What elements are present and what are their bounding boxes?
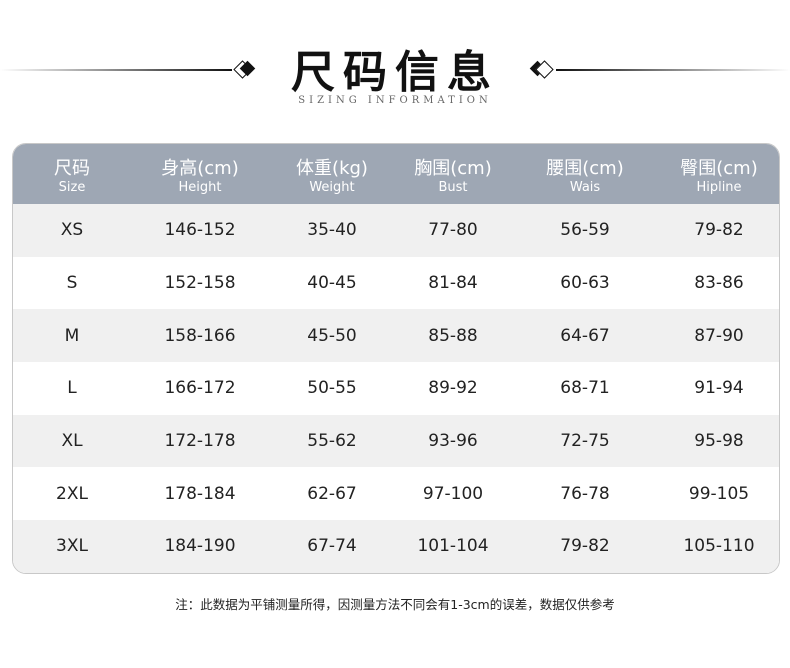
table-cell: 79-82 bbox=[560, 536, 610, 557]
column-header-zh: 体重(kg) bbox=[296, 157, 368, 179]
table-cell: 64-67 bbox=[560, 325, 610, 346]
table-cell: 50-55 bbox=[307, 378, 357, 399]
table-cell: 99-105 bbox=[688, 483, 750, 504]
table-row: M 158-166 45-50 85-88 64-67 87-90 bbox=[13, 309, 779, 363]
table-cell: 178-184 bbox=[164, 483, 236, 504]
table-cell: 146-152 bbox=[164, 220, 236, 241]
table-cell: XL bbox=[61, 431, 83, 452]
table-cell: 89-92 bbox=[428, 378, 478, 399]
table-cell: 93-96 bbox=[428, 431, 478, 452]
column-header-en: Hipline bbox=[696, 179, 742, 195]
page-subtitle: SIZING INFORMATION bbox=[298, 95, 492, 106]
table-row: 3XL 184-190 67-74 101-104 79-82 105-110 bbox=[13, 520, 779, 573]
column-header-zh: 臀围(cm) bbox=[680, 157, 758, 179]
column-header-en: Bust bbox=[438, 179, 468, 195]
table-cell: 45-50 bbox=[307, 325, 357, 346]
size-table: 尺码 Size 身高(cm) Height 体重(kg) Weight 胸围(cm) Bust… bbox=[12, 143, 780, 574]
table-cell: 87-90 bbox=[694, 325, 744, 346]
column-header-zh: 腰围(cm) bbox=[546, 157, 624, 179]
table-cell: 3XL bbox=[56, 536, 88, 557]
table-cell: 60-63 bbox=[560, 273, 610, 294]
column-header-en: Height bbox=[178, 179, 222, 195]
column-header-zh: 胸围(cm) bbox=[414, 157, 492, 179]
measurement-note: 注：此数据为平铺测量所得，因测量方法不同会有1-3cm的误差，数据仅供参考 bbox=[175, 597, 615, 612]
column-header-zh: 身高(cm) bbox=[161, 157, 239, 179]
table-cell: 105-110 bbox=[683, 536, 755, 557]
column-header: 体重(kg) Weight bbox=[269, 144, 395, 204]
table-cell: L bbox=[67, 378, 77, 399]
table-cell: 97-100 bbox=[422, 483, 484, 504]
column-header-en: Wais bbox=[569, 179, 601, 195]
column-header-en: Size bbox=[58, 179, 86, 195]
table-cell: 184-190 bbox=[164, 536, 236, 557]
table-cell: 101-104 bbox=[417, 536, 489, 557]
column-header: 尺码 Size bbox=[13, 144, 131, 204]
table-cell: 166-172 bbox=[164, 378, 236, 399]
table-cell: 68-71 bbox=[560, 378, 610, 399]
table-cell: 67-74 bbox=[307, 536, 357, 557]
table-row: XS 146-152 35-40 77-80 56-59 79-82 bbox=[13, 204, 779, 257]
table-cell: 95-98 bbox=[694, 431, 744, 452]
table-cell: M bbox=[64, 325, 80, 346]
table-cell: 158-166 bbox=[164, 325, 236, 346]
table-cell: 91-94 bbox=[694, 378, 744, 399]
column-header-en: Weight bbox=[309, 179, 355, 195]
table-cell: 152-158 bbox=[164, 273, 236, 294]
table-cell: XS bbox=[60, 220, 84, 241]
table-cell: 72-75 bbox=[560, 431, 610, 452]
table-cell: 81-84 bbox=[428, 273, 478, 294]
table-cell: 2XL bbox=[56, 483, 88, 504]
column-header: 身高(cm) Height bbox=[131, 144, 269, 204]
page-title: 尺码信息 bbox=[291, 47, 499, 98]
table-cell: 85-88 bbox=[428, 325, 478, 346]
table-row: XL 172-178 55-62 93-96 72-75 95-98 bbox=[13, 414, 779, 468]
column-header-zh: 尺码 bbox=[54, 157, 90, 179]
column-header: 胸围(cm) Bust bbox=[395, 144, 511, 204]
table-header: 尺码 Size 身高(cm) Height 体重(kg) Weight 胸围(cm) Bust… bbox=[13, 144, 779, 204]
table-row: S 152-158 40-45 81-84 60-63 83-86 bbox=[13, 257, 779, 310]
table-cell: 62-67 bbox=[307, 483, 357, 504]
column-header: 腰围(cm) Wais bbox=[511, 144, 659, 204]
table-cell: 172-178 bbox=[164, 431, 236, 452]
table-cell: 77-80 bbox=[428, 220, 478, 241]
column-header: 臀围(cm) Hipline bbox=[659, 144, 779, 204]
table-cell: 35-40 bbox=[307, 220, 357, 241]
table-row: 2XL 178-184 62-67 97-100 76-78 99-105 bbox=[13, 467, 779, 520]
table-cell: 40-45 bbox=[307, 273, 357, 294]
table-cell: 56-59 bbox=[560, 220, 610, 241]
left-divider-line bbox=[0, 69, 232, 71]
table-row: L 166-172 50-55 89-92 68-71 91-94 bbox=[13, 362, 779, 415]
table-cell: 76-78 bbox=[560, 483, 610, 504]
right-divider-line bbox=[556, 69, 790, 71]
table-body: XS 146-152 35-40 77-80 56-59 79-82 S 152-158 40-… bbox=[13, 204, 779, 573]
table-cell: 83-86 bbox=[694, 273, 744, 294]
table-cell: S bbox=[66, 273, 78, 294]
table-cell: 79-82 bbox=[694, 220, 744, 241]
table-cell: 55-62 bbox=[307, 431, 357, 452]
